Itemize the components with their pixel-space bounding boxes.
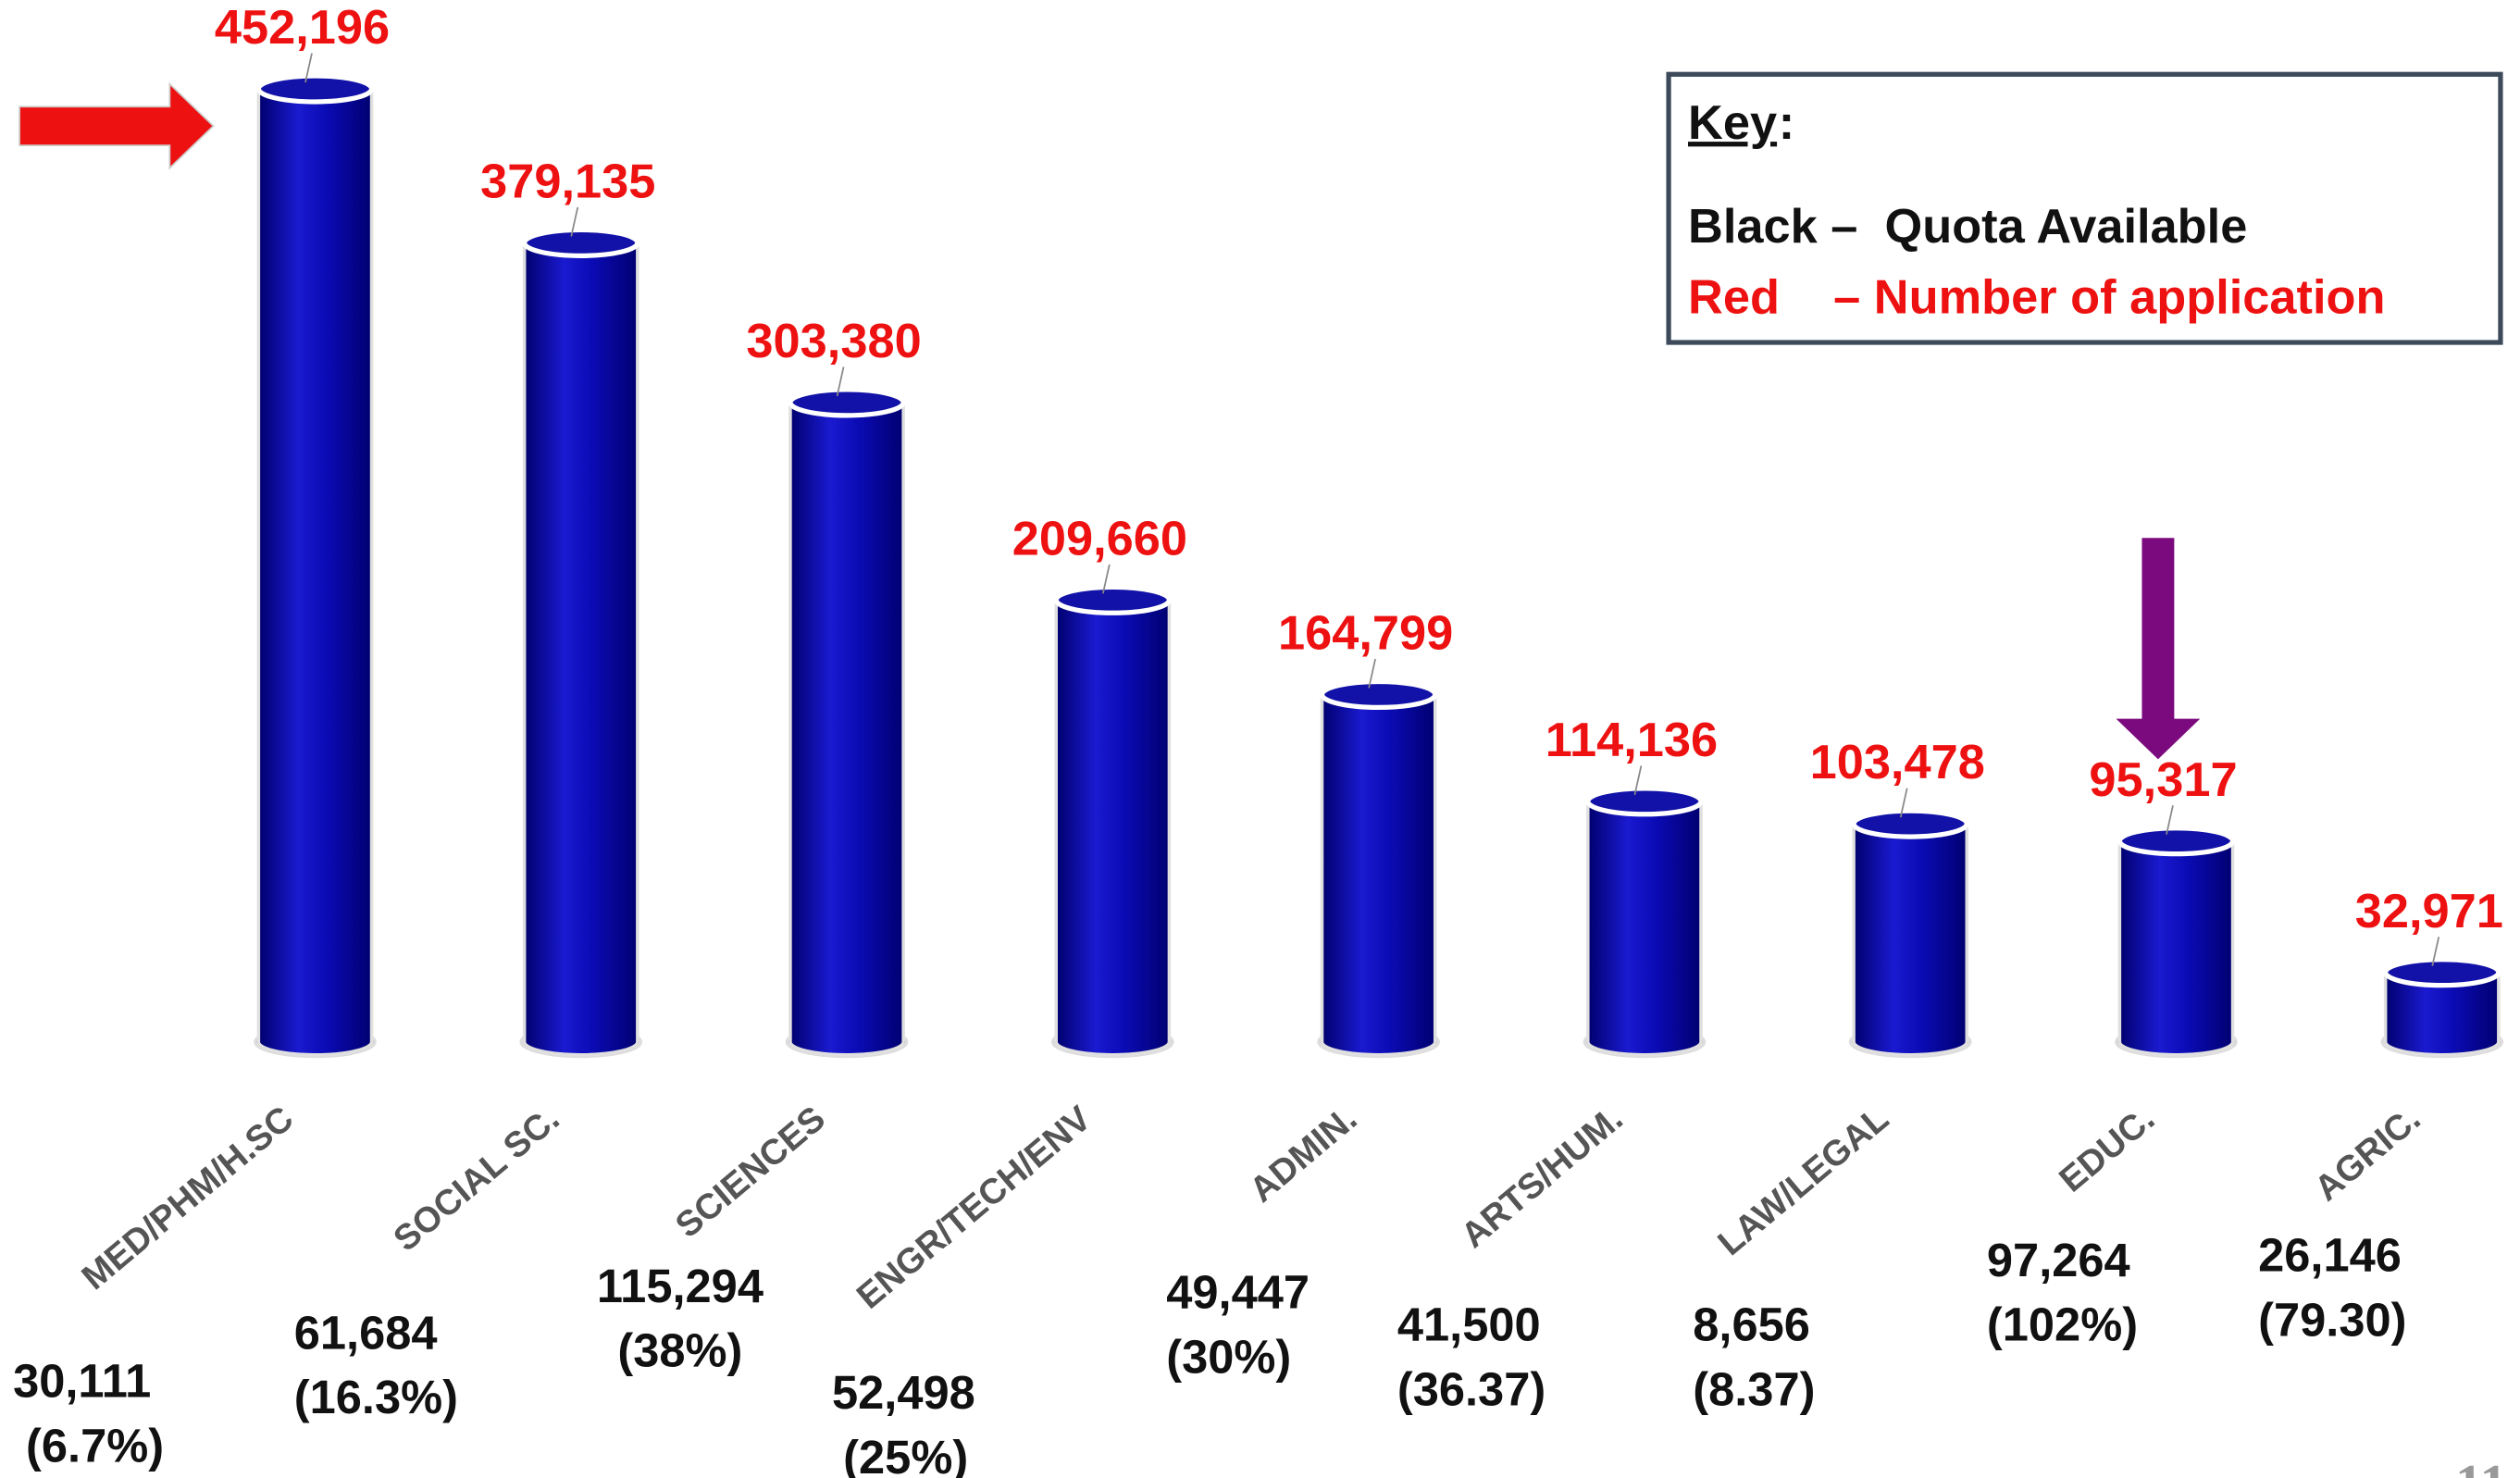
value-label: 209,660 [1012,512,1187,565]
key-title: Key [1688,96,1777,150]
quota-value: 97,264 [1987,1234,2130,1286]
x-tick-label: MED/PHM/H.SC [74,1099,301,1298]
quota-share: (25%) [843,1431,968,1478]
quota-value: 49,447 [1166,1266,1310,1319]
x-tick-label: LAW/LEGAL [1710,1099,1896,1263]
leader [304,53,313,83]
quota-value: 26,146 [2258,1229,2402,1282]
key-box [1666,71,2503,345]
bar [522,241,639,1057]
value-label: 452,196 [215,1,390,55]
value-label: 114,136 [1546,714,1718,767]
quota-value: 52,498 [832,1366,975,1419]
bar-top [1053,584,1173,615]
value-label: 103,478 [1810,736,1985,789]
quota-share: (38%) [617,1324,742,1377]
leader [836,366,845,397]
quota-share: (79.30) [2258,1293,2406,1346]
bar-top [1585,786,1704,817]
bar-top [1319,678,1438,711]
value-label: 95,317 [2089,753,2237,807]
leader [1101,564,1111,594]
leader [1899,788,1908,818]
page-number: 11 [2455,1453,2507,1478]
key-red: Red – Number of application [1688,271,2385,325]
bar [1586,800,1703,1057]
leader [2166,805,2174,835]
quota-value: 61,684 [294,1306,438,1359]
bar [1320,692,1437,1057]
x-tick-label: AGRIC. [2307,1099,2428,1209]
leader [570,206,579,237]
quota-share: (8.37) [1693,1362,1815,1415]
key-black: Black – Quota Available [1688,200,2247,254]
bar-top [788,387,906,418]
quota-share: (6.7%) [26,1420,164,1472]
quota-share: (30%) [1166,1331,1291,1384]
value-label: 379,135 [480,155,655,209]
quota-share: (102%) [1987,1298,2138,1351]
quota-value: 115,294 [597,1260,763,1312]
leader [1633,765,1643,796]
value-label: 32,971 [2355,885,2503,938]
leader [2431,937,2440,966]
red-arrow [19,81,215,170]
quota-value: 41,500 [1397,1298,1541,1351]
bar-top [1851,808,1969,839]
bar [2117,838,2235,1057]
bar-top [2117,826,2236,857]
bar [1852,822,1969,1057]
x-tick-label: EDUC. [2052,1099,2162,1200]
x-tick-label: SCIENCES [668,1099,833,1246]
bar-top [2383,957,2501,988]
bar [788,401,905,1057]
quota-share: (36.37) [1397,1362,1546,1415]
x-tick-label: ARTS/HUM. [1454,1099,1631,1256]
key-separator: : [1779,96,1794,150]
bar [1054,598,1172,1057]
quota-value: 8,656 [1693,1298,1810,1351]
bar-top [522,227,640,258]
quota-share: (16.3%) [294,1371,458,1423]
x-tick-label: SOCIAL SC. [386,1099,566,1260]
purple-arrow [2116,538,2201,760]
bar [2383,970,2501,1057]
quota-value: 30,111 [13,1355,151,1408]
bar [256,87,374,1057]
x-tick-label: ADMIN. [1242,1099,1364,1211]
value-label: 164,799 [1278,607,1453,661]
value-label: 303,380 [746,315,921,368]
leader [1368,658,1376,689]
bar-top [255,73,375,105]
x-tick-label: ENGR/TECH/ENV [850,1099,1099,1317]
